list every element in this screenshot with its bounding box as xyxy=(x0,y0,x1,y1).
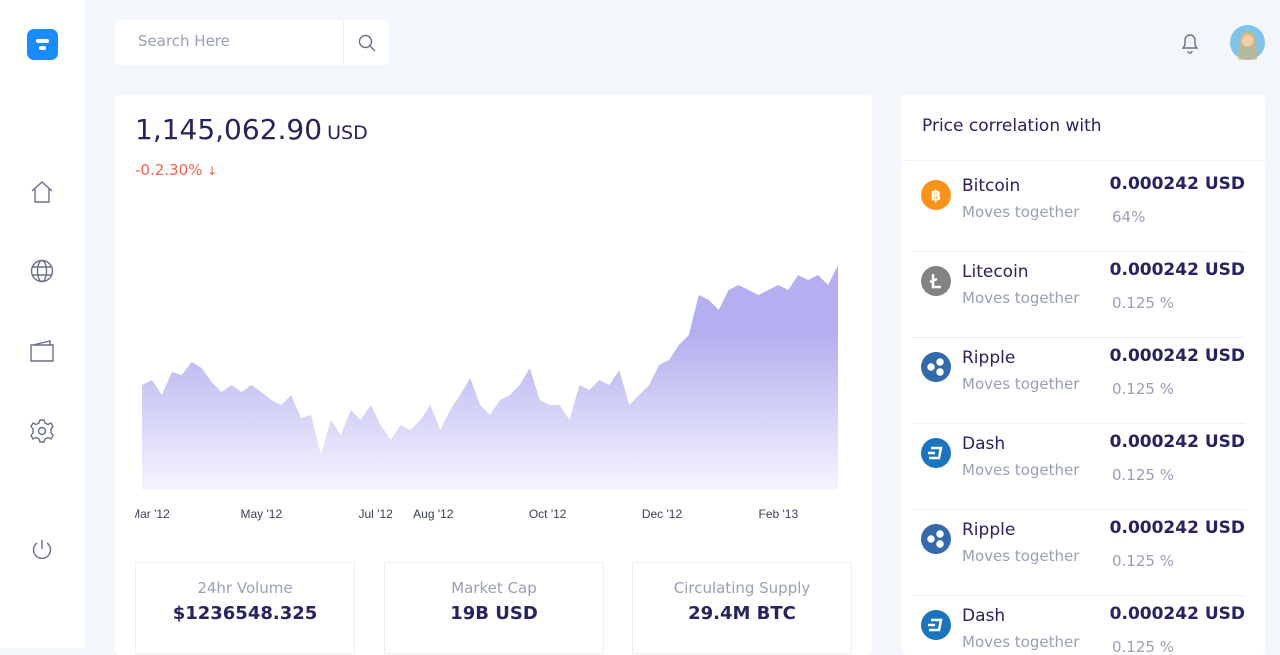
wallet-icon[interactable] xyxy=(30,339,56,363)
coin-percent: 0.125 % xyxy=(1112,638,1174,655)
row-divider xyxy=(912,509,1245,510)
price-area xyxy=(142,265,838,490)
sidebar xyxy=(0,0,85,648)
price-currency: USD xyxy=(327,122,368,144)
coin-price: 0.000242 USD xyxy=(1109,174,1245,194)
stat-label: 24hr Volume xyxy=(197,579,293,597)
coin-row: Ripple Moves together 0.000242 USD 0.125 % xyxy=(902,338,1265,424)
bell-icon[interactable] xyxy=(1180,32,1200,54)
avatar[interactable] xyxy=(1230,25,1265,60)
change-text: -0.2.30% xyxy=(135,161,203,179)
coin-note: Moves together xyxy=(962,203,1080,221)
coin-row: Ripple Moves together 0.000242 USD 0.125 % xyxy=(902,510,1265,596)
coin-note: Moves together xyxy=(962,375,1080,393)
x-tick-label: Aug '12 xyxy=(413,507,454,521)
x-tick-label: Oct '12 xyxy=(529,507,567,521)
coin-percent: 64% xyxy=(1112,208,1146,226)
coin-percent: 0.125 % xyxy=(1112,466,1174,484)
coin-icon xyxy=(921,524,951,554)
stat-value: $1236548.325 xyxy=(172,603,318,624)
price-amount: 1,145,062.90 xyxy=(135,113,323,146)
stat-label: Market Cap xyxy=(451,579,537,597)
coin-name: Bitcoin xyxy=(962,176,1021,196)
coin-icon xyxy=(921,438,951,468)
power-icon[interactable] xyxy=(31,539,53,561)
x-tick-label: Feb '13 xyxy=(759,507,799,521)
logo[interactable] xyxy=(27,29,58,60)
correlation-card: Price correlation with ฿ Bitcoin Moves tog… xyxy=(902,95,1265,655)
x-tick-label: Mar '12 xyxy=(130,507,170,521)
coin-row: Dash Moves together 0.000242 USD 0.125 % xyxy=(902,596,1265,655)
coin-percent: 0.125 % xyxy=(1112,380,1174,398)
coin-name: Dash xyxy=(962,606,1006,626)
price: 1,145,062.90 USD xyxy=(135,113,368,146)
coin-name: Dash xyxy=(962,434,1006,454)
search-icon[interactable] xyxy=(358,34,376,52)
down-arrow: ↓ xyxy=(207,164,218,178)
coin-note: Moves together xyxy=(962,633,1080,651)
coin-price: 0.000242 USD xyxy=(1109,346,1245,366)
row-divider xyxy=(912,337,1245,338)
coin-price: 0.000242 USD xyxy=(1109,260,1245,280)
coin-price: 0.000242 USD xyxy=(1109,518,1245,538)
coin-row: Dash Moves together 0.000242 USD 0.125 % xyxy=(902,424,1265,510)
coin-price: 0.000242 USD xyxy=(1109,604,1245,624)
coin-note: Moves together xyxy=(962,461,1080,479)
row-divider xyxy=(912,251,1245,252)
coin-name: Ripple xyxy=(962,520,1016,540)
stat-box: Market Cap 19B USD xyxy=(384,562,604,654)
coin-row: Litecoin Moves together 0.000242 USD 0.125 … xyxy=(902,252,1265,338)
coin-name: Litecoin xyxy=(962,262,1029,282)
coin-note: Moves together xyxy=(962,289,1080,307)
price-change: -0.2.30% ↓ xyxy=(135,161,217,179)
coin-row: ฿ Bitcoin Moves together 0.000242 USD 64% xyxy=(902,166,1265,252)
stat-value: 19B USD xyxy=(450,603,538,624)
stat-box: 24hr Volume $1236548.325 xyxy=(135,562,355,654)
row-divider xyxy=(912,595,1245,596)
coin-icon: ฿ xyxy=(921,180,951,210)
globe-icon[interactable] xyxy=(30,259,54,283)
settings-icon[interactable] xyxy=(30,419,54,443)
coin-icon xyxy=(921,352,951,382)
coin-note: Moves together xyxy=(962,547,1080,565)
row-divider xyxy=(912,423,1245,424)
coin-price: 0.000242 USD xyxy=(1109,432,1245,452)
price-card: 1,145,062.90 USD -0.2.30% ↓ Mar '12 May '… xyxy=(115,95,872,655)
x-tick-label: Jul '12 xyxy=(359,507,394,521)
coin-icon xyxy=(921,610,951,640)
coin-name: Ripple xyxy=(962,348,1016,368)
price-chart: Mar '12 May '12 Jul '12 Aug '12 Oct '12 Dec '… xyxy=(130,265,838,521)
coin-percent: 0.125 % xyxy=(1112,552,1174,570)
search-placeholder[interactable]: Search Here xyxy=(138,32,230,50)
correlation-list: ฿ Bitcoin Moves together 0.000242 USD 64% Lit… xyxy=(902,166,1265,655)
coin-icon xyxy=(921,266,951,296)
x-tick-label: May '12 xyxy=(240,507,282,521)
divider xyxy=(902,160,1265,161)
coin-percent: 0.125 % xyxy=(1112,294,1174,312)
stat-box: Circulating Supply 29.4M BTC xyxy=(632,562,852,654)
correlation-title: Price correlation with xyxy=(922,116,1102,136)
search-box[interactable]: Search Here xyxy=(115,20,389,65)
x-tick-label: Dec '12 xyxy=(642,507,683,521)
divider xyxy=(343,20,344,65)
stat-value: 29.4M BTC xyxy=(688,603,796,624)
stat-label: Circulating Supply xyxy=(673,579,811,597)
svg-text:฿: ฿ xyxy=(931,187,941,205)
home-icon[interactable] xyxy=(30,180,54,204)
